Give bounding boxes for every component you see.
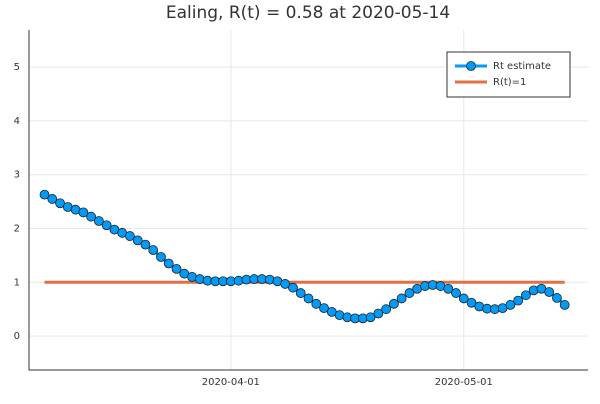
data-point: [156, 252, 166, 262]
data-point: [396, 293, 407, 304]
data-point: [311, 298, 322, 309]
y-tick-label: 0: [14, 331, 20, 342]
data-point: [513, 295, 524, 306]
data-point: [163, 258, 174, 269]
data-point: [280, 279, 291, 289]
data-point: [373, 308, 384, 319]
data-point: [295, 288, 306, 298]
data-point: [132, 235, 143, 246]
x-tick-label: 2020-05-01: [435, 377, 493, 388]
y-tick-label: 4: [14, 116, 20, 127]
data-point: [93, 216, 104, 226]
data-point: [458, 293, 469, 304]
data-point: [404, 288, 415, 298]
data-point: [47, 194, 58, 204]
data-point: [520, 290, 531, 301]
data-point: [78, 207, 89, 218]
axes: [28, 30, 588, 371]
data-point: [125, 231, 135, 241]
data-point: [381, 304, 392, 315]
data-point: [39, 189, 50, 200]
data-point: [552, 293, 562, 303]
data-point: [86, 211, 97, 222]
data-point: [544, 287, 555, 297]
data-point: [466, 297, 477, 308]
data-point: [505, 300, 516, 310]
chart-title: Ealing, R(t) = 0.58 at 2020-05-14: [166, 3, 450, 23]
data-point: [559, 300, 570, 310]
data-point: [303, 293, 314, 304]
data-point: [443, 283, 454, 294]
data-point: [171, 263, 182, 274]
legend: Rt estimate R(t)=1: [446, 51, 571, 98]
y-tick-label: 3: [14, 170, 20, 181]
x-tick-label: 2020-04-01: [202, 377, 260, 388]
y-tick-label: 1: [14, 277, 20, 288]
data-point: [148, 245, 159, 255]
legend-label: R(t)=1: [493, 77, 526, 88]
legend-label: Rt estimate: [493, 61, 551, 72]
legend-box: [446, 51, 571, 98]
data-point: [140, 239, 151, 250]
data-point: [319, 303, 329, 314]
data-point: [365, 312, 376, 323]
y-tick-label: 5: [14, 62, 20, 73]
y-tick-label: 2: [14, 224, 20, 235]
data-point: [101, 220, 112, 231]
data-point: [55, 198, 65, 209]
data-point: [451, 288, 461, 298]
data-point: [389, 298, 399, 309]
legend-marker: [466, 61, 476, 71]
data-point: [288, 282, 298, 293]
